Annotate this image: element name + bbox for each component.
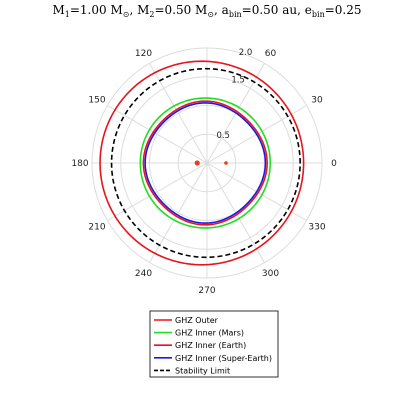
- series-line-3: [144, 102, 267, 224]
- angular-gridline-4: [149, 63, 208, 164]
- series-line-4: [110, 67, 301, 259]
- title-m2-value: =0.50 M: [154, 3, 207, 17]
- angular-tick-label-2: 60: [265, 49, 277, 59]
- radial-tick-label-3: 2.0: [239, 48, 253, 58]
- angular-tick-label-11: 330: [308, 223, 325, 233]
- title-m1-value: =1.00 M: [70, 3, 123, 17]
- legend-label-4: Stability Limit: [175, 366, 230, 375]
- title-a-value: =0.50 au: [242, 3, 298, 17]
- angular-tick-label-10: 300: [262, 269, 279, 279]
- legend-label-1: GHZ Inner (Mars): [175, 329, 244, 338]
- title-m2-unit: ⊙: [207, 10, 214, 19]
- title-m2-sub: 2: [149, 10, 154, 19]
- series-line-1: [139, 97, 272, 229]
- stars-group: [194, 160, 228, 166]
- legend-label-3: GHZ Inner (Super-Earth): [175, 354, 272, 363]
- title-e-sub: bin: [312, 10, 325, 19]
- angular-tick-label-4: 120: [135, 49, 152, 59]
- title-a-sub: bin: [229, 10, 242, 19]
- tick-labels: 0 30 60 120 150 180 210 240 270 300 330 0.5 1.5 2.0: [71, 48, 337, 296]
- series-line-2: [142, 100, 268, 226]
- polar-grid: [91, 47, 323, 279]
- star-marker-0: [194, 160, 200, 166]
- legend-label-0: GHZ Outer: [175, 316, 219, 325]
- title-e-value: =0.25: [325, 3, 362, 17]
- title-m1-sub: 1: [65, 10, 70, 19]
- angular-tick-label-9: 270: [198, 286, 215, 296]
- legend-label-2: GHZ Inner (Earth): [175, 341, 246, 350]
- series-group: [99, 60, 305, 266]
- star-marker-1: [224, 161, 228, 165]
- title-m1: M: [52, 3, 64, 17]
- angular-tick-label-0: 0: [331, 159, 337, 169]
- legend-box: [149, 310, 279, 378]
- title-m1-unit: ⊙: [123, 10, 130, 19]
- title-a: , a: [214, 3, 229, 17]
- title-m2: , M: [129, 3, 149, 17]
- series-line-0: [99, 60, 305, 266]
- angular-tick-label-7: 210: [88, 223, 105, 233]
- angular-tick-label-1: 30: [311, 96, 323, 106]
- angular-tick-label-8: 240: [135, 269, 152, 279]
- title-e: , e: [297, 3, 312, 17]
- radial-tick-label-2: 1.5: [231, 76, 245, 86]
- angular-tick-label-6: 180: [71, 159, 88, 169]
- legend: GHZ Outer GHZ Inner (Mars) GHZ Inner (Eart…: [149, 310, 279, 378]
- angular-tick-label-5: 150: [88, 96, 105, 106]
- angular-gridline-7: [107, 162, 208, 221]
- radial-tick-label-0: 0.5: [216, 131, 230, 141]
- angular-gridline-5: [107, 105, 208, 164]
- angular-gridline-8: [149, 162, 208, 263]
- chart-title: M1=1.00 M⊙, M2=0.50 M⊙, abin=0.50 au, eb…: [52, 3, 361, 19]
